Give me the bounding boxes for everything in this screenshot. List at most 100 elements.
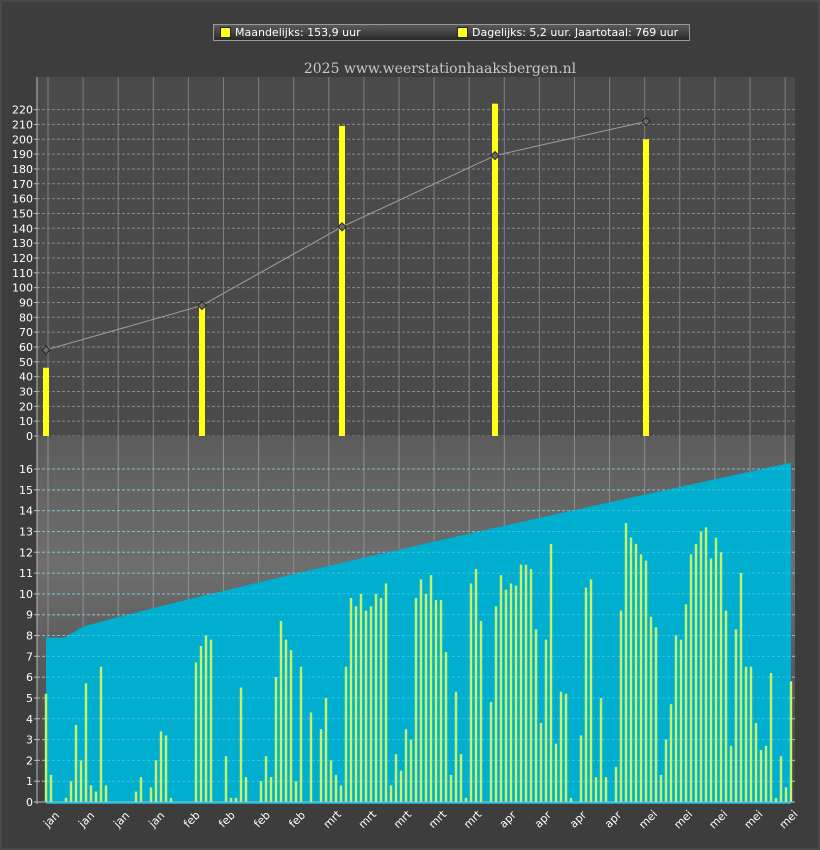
monthly-line-marker <box>197 300 207 311</box>
daily-bar <box>684 604 688 802</box>
monthly-bar <box>339 125 345 437</box>
daily-bar <box>559 691 563 802</box>
legend-item-monthly: Maandelijks: 153,9 uur <box>220 25 361 40</box>
daily-y-tick-label: 4 <box>26 713 33 726</box>
daily-bar <box>234 797 238 802</box>
daily-bar <box>729 745 733 802</box>
daily-bar <box>489 702 493 802</box>
monthly-bar <box>43 367 49 436</box>
daily-bar <box>379 598 383 802</box>
daily-bar <box>654 627 658 802</box>
daily-bar <box>414 598 418 802</box>
daily-bar <box>244 777 248 802</box>
daily-bar <box>389 785 393 802</box>
daily-y-tick-label: 13 <box>19 525 33 538</box>
daily-y-tick-label: 7 <box>26 650 33 663</box>
daily-bar <box>69 781 73 802</box>
daily-bar <box>149 787 153 802</box>
daily-bar <box>514 585 518 802</box>
daily-bar <box>354 606 358 802</box>
daily-bar <box>134 791 138 802</box>
monthly-y-tick-label: 120 <box>12 252 33 265</box>
daily-bar <box>159 731 163 802</box>
daily-bar <box>539 722 543 802</box>
daily-y-tick-label: 11 <box>19 567 33 580</box>
daily-bar <box>229 797 233 802</box>
daily-bar <box>454 691 458 802</box>
daily-bar <box>359 593 363 802</box>
daily-bar <box>624 523 628 802</box>
daily-bar <box>669 704 673 802</box>
daily-bar <box>439 600 443 802</box>
daily-bar <box>499 575 503 802</box>
daily-bar <box>84 683 88 802</box>
daily-y-tick-label: 8 <box>26 630 33 643</box>
daily-bar <box>509 583 513 802</box>
monthly-y-tick-label: 70 <box>19 326 33 339</box>
daily-bar <box>744 666 748 802</box>
daily-bar <box>89 785 93 802</box>
daily-bar <box>659 774 663 802</box>
daily-bar <box>544 639 548 802</box>
daily-bar <box>689 554 693 802</box>
daily-bar <box>759 749 763 802</box>
daily-bar <box>44 693 48 802</box>
daily-y-tick-label: 5 <box>26 692 33 705</box>
daily-bar <box>349 598 353 802</box>
daily-bar <box>749 666 753 802</box>
daily-bar <box>694 543 698 802</box>
daily-bar <box>434 600 438 802</box>
daily-bar <box>259 781 263 802</box>
monthly-line-marker <box>641 116 651 127</box>
daily-bar <box>754 722 758 802</box>
legend-item-daily: Dagelijks: 5,2 uur. Jaartotaal: 769 uur <box>457 25 678 40</box>
daily-bar <box>364 610 368 802</box>
daily-bar <box>789 681 793 802</box>
legend-label-daily: Dagelijks: 5,2 uur. Jaartotaal: 769 uur <box>472 26 679 39</box>
monthly-y-tick-label: 60 <box>19 341 33 354</box>
daily-y-tick-label: 12 <box>19 546 33 559</box>
daily-bar <box>479 620 483 802</box>
monthly-y-tick-label: 90 <box>19 296 33 309</box>
daily-bar <box>289 650 293 802</box>
daily-bar <box>369 606 373 802</box>
monthly-y-tick-label: 140 <box>12 222 33 235</box>
daily-bar <box>274 677 278 802</box>
monthly-y-tick-label: 130 <box>12 237 33 250</box>
daily-bar <box>64 797 68 802</box>
daily-bar <box>464 797 468 802</box>
daily-bar <box>419 579 423 802</box>
daily-bar <box>309 712 313 802</box>
monthly-plot-area <box>37 77 795 436</box>
daily-bar <box>564 693 568 802</box>
daily-bar <box>459 754 463 802</box>
daily-bar <box>674 635 678 802</box>
legend-label-monthly: Maandelijks: 153,9 uur <box>235 26 361 39</box>
daily-y-tick-label: 3 <box>26 734 33 747</box>
monthly-line-marker <box>337 222 347 232</box>
chart-title: 2025 www.weerstationhaaksbergen.nl <box>303 61 577 77</box>
daily-bar <box>634 543 638 802</box>
daily-bar <box>324 697 328 802</box>
monthly-y-tick-label: 210 <box>12 118 33 131</box>
daily-bar <box>409 739 413 802</box>
daily-bar <box>449 774 453 802</box>
daily-y-tick-label: 1 <box>26 775 33 788</box>
monthly-y-tick-label: 0 <box>26 430 33 443</box>
daily-y-tick-label: 15 <box>19 484 33 497</box>
daily-bar <box>49 774 53 802</box>
daily-bar <box>299 666 303 802</box>
legend-swatch-daily <box>457 27 468 38</box>
monthly-line-marker <box>490 150 500 161</box>
daily-bar <box>404 729 408 802</box>
monthly-y-tick-label: 180 <box>12 163 33 176</box>
daily-bar <box>769 672 773 802</box>
daily-bar <box>779 756 783 802</box>
daily-bar <box>529 568 533 802</box>
daily-bar <box>334 774 338 802</box>
monthly-y-tick-label: 10 <box>19 415 33 428</box>
monthly-y-tick-label: 190 <box>12 148 33 161</box>
daily-bar <box>604 777 608 802</box>
